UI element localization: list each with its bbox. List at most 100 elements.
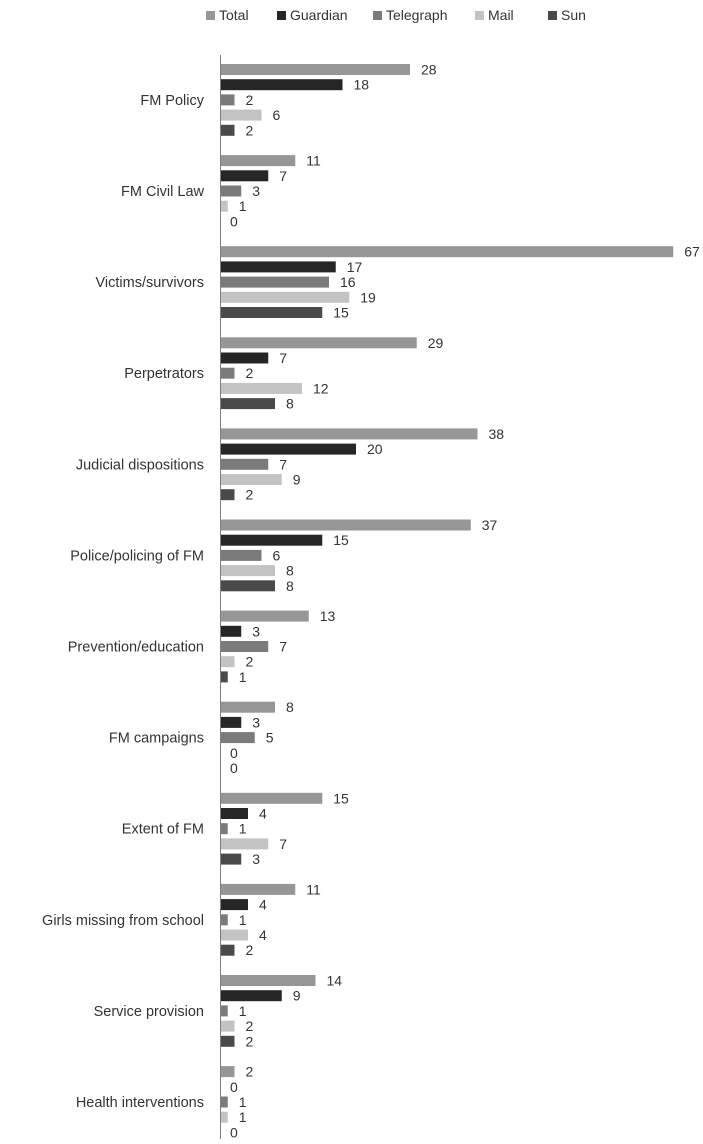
data-label-mail: 4 — [259, 927, 267, 943]
data-label-telegraph: 3 — [252, 183, 260, 199]
data-label-mail: 0 — [230, 745, 238, 761]
data-label-total: 38 — [489, 426, 505, 442]
bar-guardian — [221, 443, 356, 455]
bar-sun — [221, 944, 235, 956]
data-label-guardian: 15 — [333, 532, 349, 548]
category-label: Victims/survivors — [96, 275, 205, 291]
bar-mail — [221, 109, 262, 121]
category-label: Perpetrators — [124, 366, 204, 382]
data-label-guardian: 0 — [230, 1079, 238, 1095]
data-label-mail: 12 — [313, 380, 329, 396]
bar-mail — [221, 656, 235, 668]
category-label: FM campaigns — [109, 731, 204, 747]
category-label: Police/policing of FM — [70, 548, 204, 564]
category-label: Prevention/education — [68, 640, 204, 656]
bar-guardian — [221, 808, 248, 819]
category-label: Service provision — [94, 1004, 204, 1020]
bar-telegraph — [221, 276, 329, 288]
bar-telegraph — [221, 823, 228, 835]
bar-total — [221, 428, 478, 440]
bar-telegraph — [221, 641, 269, 652]
data-label-guardian: 9 — [293, 988, 301, 1004]
bar-guardian — [221, 625, 242, 637]
data-label-total: 37 — [482, 517, 498, 533]
legend-swatch-mail — [475, 11, 484, 20]
legend-swatch-guardian — [277, 11, 286, 20]
bar-mail — [221, 474, 282, 485]
legend: Total Guardian Telegraph Mail Sun — [206, 7, 586, 23]
data-label-total: 15 — [333, 790, 349, 806]
legend-label-sun: Sun — [561, 7, 586, 23]
bar-sun — [221, 124, 235, 136]
bar-mail — [221, 291, 350, 303]
bar-mail — [221, 929, 248, 941]
data-label-sun: 0 — [230, 1124, 238, 1139]
data-label-mail: 1 — [239, 198, 247, 214]
bar-sun — [221, 489, 235, 501]
bar-guardian — [221, 899, 248, 911]
data-label-total: 29 — [428, 335, 444, 351]
category-label: Health interventions — [76, 1095, 204, 1111]
bar-total — [221, 519, 471, 531]
category-label: Extent of FM — [122, 822, 204, 838]
bar-telegraph — [221, 1096, 228, 1108]
data-label-telegraph: 7 — [279, 456, 287, 472]
data-label-telegraph: 1 — [239, 821, 247, 837]
data-label-sun: 3 — [252, 851, 260, 867]
data-label-telegraph: 7 — [279, 639, 287, 655]
legend-swatch-telegraph — [373, 11, 382, 20]
data-label-guardian: 18 — [354, 77, 370, 93]
data-label-mail: 19 — [360, 289, 376, 305]
bar-sun — [221, 398, 275, 410]
bar-telegraph — [221, 549, 262, 561]
bar-total — [221, 610, 309, 622]
data-label-total: 67 — [684, 244, 700, 260]
bar-guardian — [221, 990, 282, 1002]
data-label-total: 11 — [306, 881, 321, 897]
bar-mail — [221, 382, 302, 394]
data-label-guardian: 7 — [279, 350, 287, 366]
data-label-sun: 2 — [246, 1033, 254, 1049]
data-label-guardian: 7 — [279, 168, 287, 184]
data-label-sun: 2 — [246, 122, 254, 138]
data-label-telegraph: 1 — [239, 1003, 247, 1019]
data-label-mail: 2 — [246, 654, 254, 670]
bar-total — [221, 975, 316, 986]
category-label: Judicial dispositions — [76, 457, 204, 473]
data-label-telegraph: 16 — [340, 274, 356, 290]
data-label-sun: 8 — [286, 396, 294, 412]
bar-telegraph — [221, 185, 242, 197]
legend-swatch-sun — [548, 11, 557, 20]
bar-guardian — [221, 352, 269, 364]
bar-sun — [221, 1035, 235, 1047]
bar-mail — [221, 1020, 235, 1032]
bar-total — [221, 883, 296, 895]
bar-guardian — [221, 170, 269, 182]
data-label-sun: 8 — [286, 578, 294, 594]
bar-guardian — [221, 534, 323, 546]
data-label-mail: 8 — [286, 563, 294, 579]
bar-total — [221, 337, 417, 349]
data-label-guardian: 20 — [367, 441, 383, 457]
legend-label-mail: Mail — [488, 7, 514, 23]
bar-telegraph — [221, 1005, 228, 1017]
data-label-guardian: 3 — [252, 714, 260, 730]
data-label-total: 14 — [327, 973, 343, 989]
data-label-telegraph: 1 — [239, 1094, 247, 1110]
category-label: Girls missing from school — [42, 913, 204, 929]
data-label-total: 28 — [421, 62, 437, 78]
bar-total — [221, 701, 275, 713]
data-label-telegraph: 5 — [266, 730, 274, 746]
data-label-sun: 1 — [239, 669, 247, 685]
bar-mail — [221, 200, 228, 212]
data-label-sun: 0 — [230, 760, 238, 776]
bar-guardian — [221, 79, 343, 91]
data-label-mail: 7 — [279, 836, 287, 852]
bar-guardian — [221, 716, 242, 728]
data-label-telegraph: 2 — [246, 365, 254, 381]
data-label-sun: 0 — [230, 213, 238, 229]
data-label-mail: 1 — [239, 1109, 247, 1125]
bar-telegraph — [221, 914, 228, 926]
bar-telegraph — [221, 458, 269, 470]
